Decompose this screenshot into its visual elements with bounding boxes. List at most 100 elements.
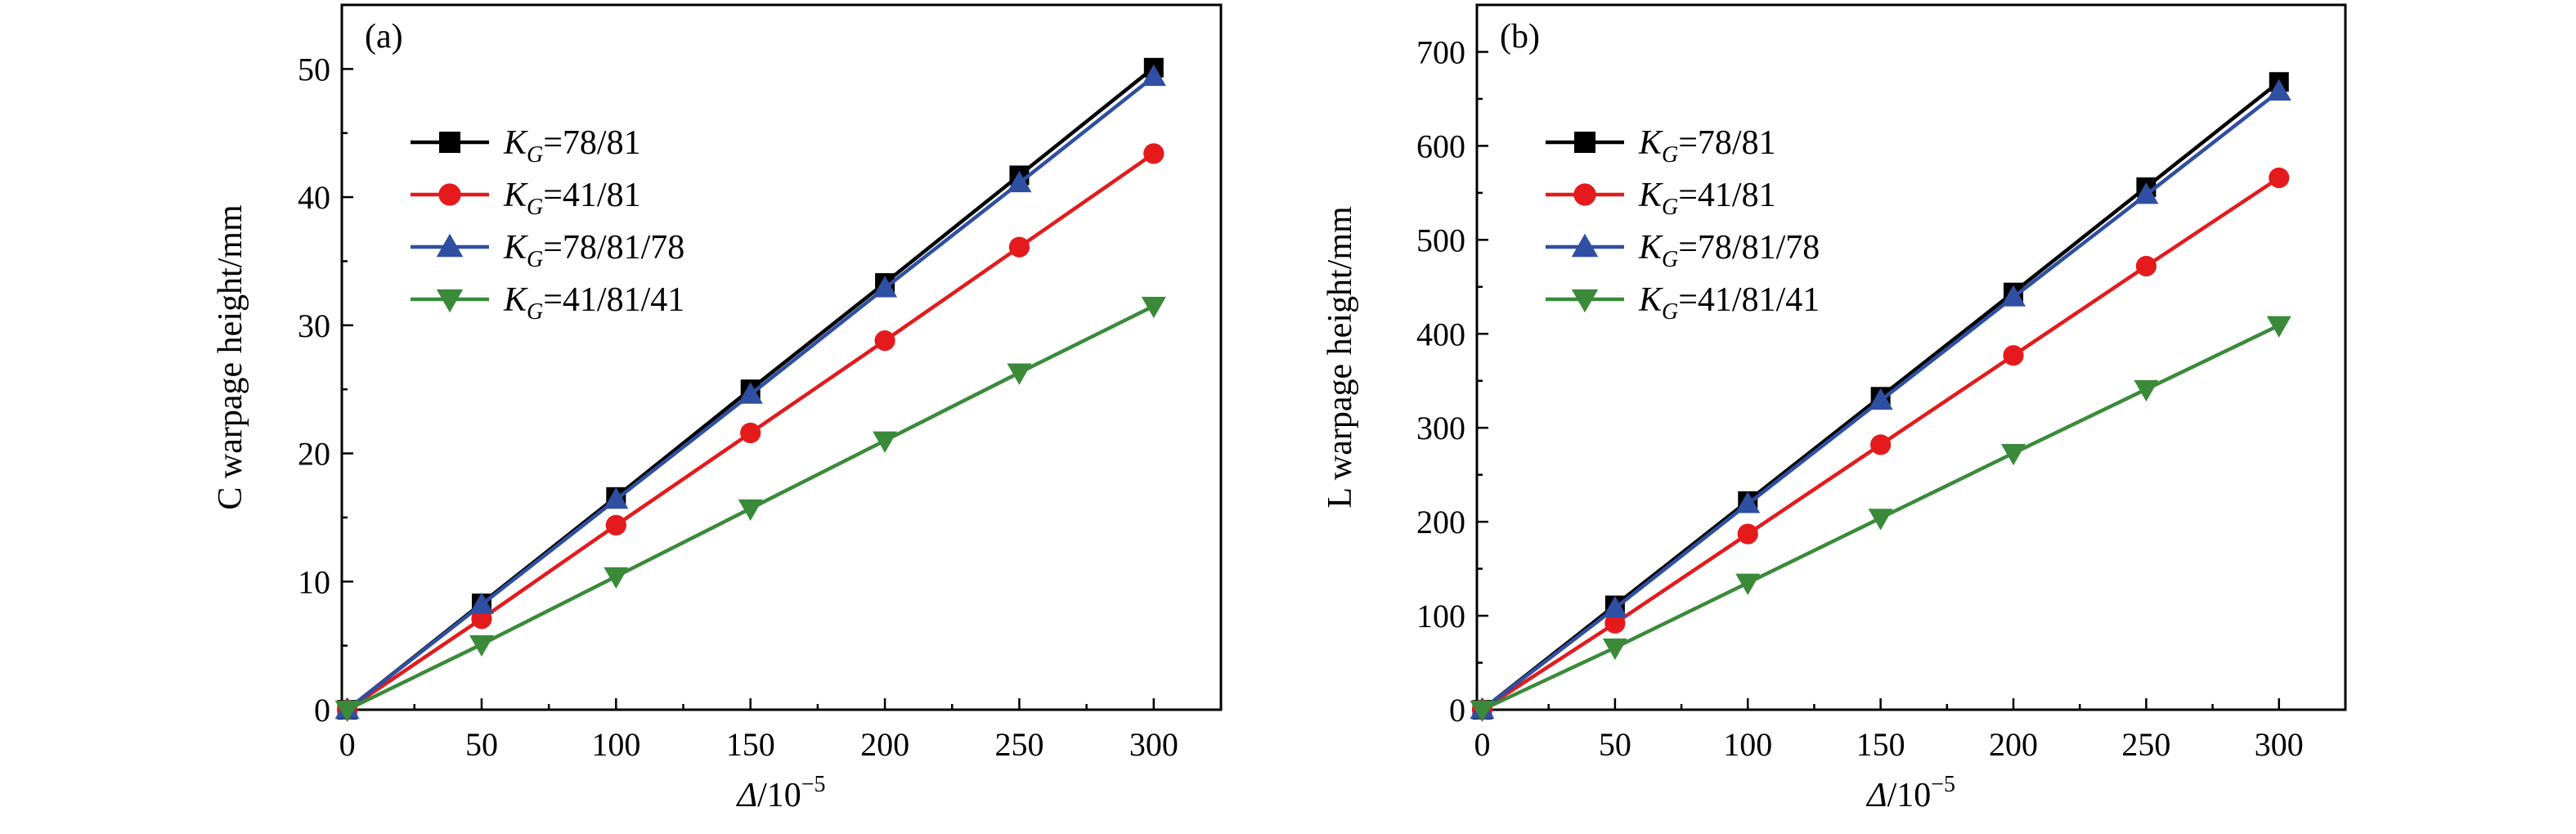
panel-label: (a): [365, 18, 403, 56]
series-2: [336, 143, 1165, 720]
y-tick-label: 700: [1416, 34, 1465, 70]
y-tick-label: 300: [1416, 410, 1465, 446]
data-point: [2134, 379, 2159, 402]
legend-label: KG=41/81: [503, 177, 641, 220]
y-tick-label: 10: [298, 563, 330, 600]
legend-label-value: =41/81: [543, 177, 640, 214]
legend-label-value: =78/81/78: [543, 229, 684, 267]
legend-marker: [439, 132, 460, 153]
series-3: [334, 64, 1166, 720]
x-tick-label: 150: [1856, 726, 1905, 763]
legend-label-value: =41/81: [1678, 177, 1775, 214]
legend-entry: KG=78/81/78: [411, 229, 684, 272]
y-tick-label: 20: [298, 436, 330, 473]
legend-marker: [438, 183, 461, 206]
chart-panel-b: 0 50 100 150 200 250 300 0 100 200 300 400 500 600 700…: [1322, 3, 2347, 814]
data-point: [2266, 316, 2291, 338]
x-tick-label: 100: [1723, 726, 1772, 763]
legend-entry: KG=78/81: [411, 124, 641, 168]
legend-label-var: K: [503, 229, 528, 267]
data-point: [1604, 612, 1626, 634]
data-point: [1737, 523, 1758, 545]
legend-label-value: =41/81/41: [543, 281, 684, 319]
x-axis-title-unit: /10: [757, 777, 801, 814]
data-point: [2134, 182, 2159, 204]
data-point: [2269, 167, 2290, 189]
legend-label-sub: G: [1662, 195, 1678, 220]
x-axis-title-var: Δ: [735, 777, 757, 814]
x-axis-title: Δ/10−5: [735, 772, 825, 814]
x-tick-label: 100: [591, 726, 640, 763]
legend-label: KG=41/81/41: [503, 281, 684, 325]
legend-label-var: K: [503, 281, 528, 319]
legend-label-var: K: [1638, 229, 1663, 267]
x-tick-label: 200: [860, 726, 909, 763]
legend-label-sub: G: [527, 299, 543, 325]
chart-panel-a: 0 50 100 150 200 250 300 0 10 20 30 40 50 Δ/10−5 C war…: [212, 3, 1223, 814]
data-point: [2003, 345, 2024, 366]
legend-label: KG=78/81/78: [1638, 229, 1820, 272]
y-tick-label: 0: [314, 692, 330, 729]
data-point: [740, 422, 761, 444]
data-point: [1007, 363, 1032, 385]
legend-label: KG=78/81: [503, 124, 641, 168]
data-point: [1007, 170, 1032, 193]
data-point: [1602, 638, 1627, 661]
legend-label-sub: G: [1662, 247, 1678, 272]
x-tick-label: 200: [1989, 726, 2038, 763]
legend-label-sub: G: [527, 247, 543, 272]
data-point: [1141, 297, 1166, 319]
legend-entry: KG=41/81/41: [1546, 281, 1820, 325]
data-point: [604, 567, 629, 590]
legend-label: KG=78/81/78: [503, 229, 684, 272]
legend-label: KG=78/81: [1638, 124, 1776, 168]
x-axis-title-var: Δ: [1865, 777, 1887, 814]
legend-label: KG=41/81: [1638, 177, 1776, 220]
y-axis-title: C warpage height/mm: [212, 204, 249, 510]
data-point: [738, 499, 763, 521]
x-tick-label: 250: [994, 726, 1043, 763]
y-tick-label: 50: [298, 51, 330, 87]
y-tick-label: 500: [1416, 222, 1465, 258]
series-3: [1470, 78, 2291, 720]
data-point: [1143, 143, 1165, 164]
legend-label-var: K: [503, 124, 528, 162]
legend-label-value: =41/81/41: [1678, 281, 1820, 319]
data-point: [873, 276, 898, 298]
data-point: [2266, 78, 2291, 101]
y-tick-label: 0: [1449, 692, 1465, 729]
legend-entry: KG=41/81: [411, 177, 641, 220]
legend-label-var: K: [1638, 281, 1663, 319]
data-point: [873, 431, 898, 453]
legend-label-sub: G: [527, 142, 543, 168]
data-point: [2135, 255, 2157, 277]
data-point: [1141, 64, 1166, 87]
x-tick-label: 150: [726, 726, 775, 763]
data-point: [1735, 573, 1761, 595]
x-tick-label: 50: [465, 726, 498, 763]
y-tick-label: 200: [1416, 504, 1465, 540]
legend-label-sub: G: [1662, 142, 1678, 168]
data-point: [738, 382, 763, 404]
legend-marker: [1571, 233, 1599, 258]
legend-label-value: =78/81/78: [1678, 229, 1820, 267]
data-point: [469, 592, 494, 614]
data-point: [604, 486, 629, 509]
y-tick-label: 30: [298, 307, 330, 344]
data-point: [1602, 595, 1627, 618]
x-axis-title-exponent: −5: [1931, 772, 1955, 797]
x-tick-label: 0: [1474, 726, 1490, 763]
legend-label-value: =78/81: [1678, 124, 1775, 162]
legend-marker: [436, 289, 464, 313]
y-axis-title: L warpage height/mm: [1322, 206, 1359, 509]
x-tick-label: 50: [1599, 726, 1631, 763]
data-point: [1470, 700, 1495, 722]
plot-frame: [1475, 3, 2347, 711]
legend-entry: KG=41/81/41: [411, 281, 684, 325]
x-tick-label: 300: [1129, 726, 1178, 763]
series-2: [1471, 167, 2290, 720]
data-point: [1735, 491, 1761, 513]
series-4: [1470, 316, 2291, 722]
data-point: [1868, 509, 1893, 531]
